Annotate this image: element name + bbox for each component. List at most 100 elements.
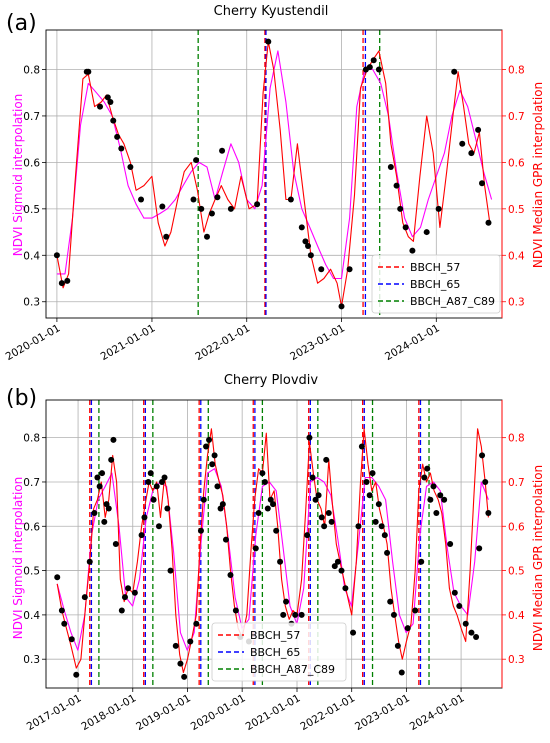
data-point [375, 501, 382, 508]
x-tick-label: 2020-01-01 [189, 692, 248, 733]
data-point [273, 527, 280, 534]
data-point [161, 474, 168, 481]
data-point [219, 501, 226, 508]
data-point [255, 509, 262, 516]
data-point [232, 607, 239, 614]
x-tick-label: 2021-01-01 [244, 692, 303, 733]
data-point [334, 558, 341, 565]
data-point [181, 673, 188, 680]
y-tick-label-left: 0.5 [23, 566, 40, 578]
data-point [331, 563, 338, 570]
data-point [485, 509, 492, 516]
data-point [280, 611, 287, 618]
data-point [369, 470, 376, 477]
data-point [254, 201, 261, 208]
data-point [394, 642, 401, 649]
data-point [325, 509, 332, 516]
y-tick-label-right: 0.4 [508, 610, 525, 622]
x-tick-label: 2020-01-01 [4, 322, 63, 363]
data-point [163, 233, 170, 240]
data-point [167, 567, 174, 574]
data-point [355, 523, 362, 530]
data-point [110, 436, 117, 443]
data-point [54, 574, 61, 581]
data-point [53, 252, 60, 259]
panel-label: (a) [6, 11, 37, 36]
data-point [222, 536, 229, 543]
y-tick-label-left: 0.5 [23, 204, 40, 216]
data-point [346, 266, 353, 273]
legend-box [371, 254, 501, 314]
data-point [485, 219, 492, 226]
y-tick-label-right: 0.3 [508, 654, 525, 666]
data-point [421, 474, 428, 481]
y-tick-label-left: 0.7 [23, 111, 40, 123]
data-point [217, 505, 224, 512]
y-tick-label-left: 0.8 [23, 64, 40, 76]
data-point [328, 518, 335, 525]
data-point [393, 182, 400, 189]
data-point [125, 585, 132, 592]
data-point [338, 303, 345, 310]
data-point [141, 514, 148, 521]
y-tick-label-right: 0.6 [508, 157, 525, 169]
data-point [315, 492, 322, 499]
data-point [73, 671, 80, 678]
data-point [267, 496, 274, 503]
data-point [323, 456, 330, 463]
data-point [96, 483, 103, 490]
y-tick-label-right: 0.7 [508, 477, 525, 489]
data-point [433, 509, 440, 516]
y-tick-label-right: 0.6 [508, 521, 525, 533]
data-point [459, 140, 466, 147]
data-point [64, 277, 71, 284]
data-point [370, 57, 377, 64]
data-point [86, 558, 93, 565]
data-point [198, 205, 205, 212]
data-point [309, 474, 316, 481]
legend-label: BBCH_57 [250, 629, 300, 642]
data-point [435, 205, 442, 212]
data-point [147, 470, 154, 477]
y-tick-label-left: 0.6 [23, 521, 40, 533]
data-point [193, 620, 200, 627]
data-point [108, 456, 115, 463]
data-point [104, 94, 111, 101]
data-point [283, 598, 290, 605]
data-point [91, 509, 98, 516]
data-point [398, 669, 405, 676]
data-point [468, 150, 475, 157]
legend-box [211, 622, 347, 682]
x-tick-label: 2023-01-01 [353, 692, 412, 733]
data-point [318, 514, 325, 521]
data-point [138, 532, 145, 539]
data-point [121, 594, 128, 601]
y-tick-label-right: 0.7 [508, 111, 525, 123]
data-point [390, 611, 397, 618]
data-point [197, 527, 204, 534]
legend-label: BBCH_65 [250, 646, 300, 659]
data-point [375, 66, 382, 73]
y-tick-label-right: 0.3 [508, 297, 525, 309]
data-point [363, 478, 370, 485]
data-point [456, 603, 463, 610]
y-tick-label-right: 0.8 [508, 64, 525, 76]
data-point [164, 505, 171, 512]
data-point [131, 589, 138, 596]
x-tick-label: 2022-01-01 [298, 692, 357, 733]
x-tick-label: 2018-01-01 [79, 692, 138, 733]
plot-area [53, 30, 493, 318]
legend: BBCH_57 BBCH_65 BBCH_A87_C89 [371, 254, 501, 314]
y-tick-label-right: 0.5 [508, 566, 525, 578]
data-point [451, 68, 458, 75]
data-point [404, 625, 411, 632]
data-point [342, 585, 349, 592]
data-point [155, 523, 162, 530]
data-point [187, 638, 194, 645]
data-point [304, 532, 311, 539]
y-axis-label-left: NDVI Sigmoid interpolation [11, 94, 25, 257]
data-point [118, 607, 125, 614]
y-tick-label-left: 0.4 [23, 610, 40, 622]
data-point [159, 203, 166, 210]
